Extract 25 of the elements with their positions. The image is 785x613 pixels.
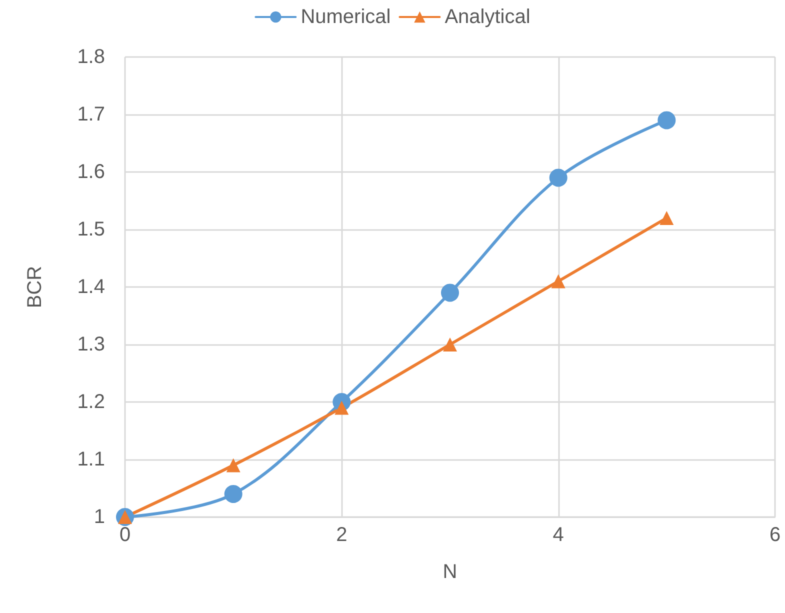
y-tick-label: 1.2: [77, 391, 105, 413]
y-tick-label: 1.4: [77, 276, 105, 298]
x-axis-title: N: [442, 561, 458, 583]
point: [549, 168, 568, 187]
x-tick-label: 0: [119, 524, 131, 546]
point: [441, 284, 459, 302]
legend-label: Numerical: [300, 6, 391, 28]
point: [226, 458, 240, 472]
x-tick-label: 4: [552, 524, 564, 546]
point: [443, 338, 457, 352]
y-axis-title: BCR: [24, 266, 46, 308]
y-tick-label: 1.1: [77, 448, 105, 470]
point: [224, 485, 242, 503]
y-tick-label: 1.3: [77, 334, 105, 356]
y-tick-label: 1: [94, 506, 105, 528]
x-tick-label: 6: [769, 524, 781, 546]
point: [660, 211, 674, 225]
legend-label: Analytical: [444, 6, 530, 28]
y-tick-label: 1.5: [77, 218, 105, 240]
point: [551, 274, 566, 288]
x-tick-label: 2: [336, 524, 348, 546]
y-tick-label: 1.6: [77, 161, 105, 183]
y-tick-label: 1.7: [77, 104, 105, 126]
y-tick-label: 1.8: [77, 46, 105, 68]
point: [658, 111, 676, 130]
